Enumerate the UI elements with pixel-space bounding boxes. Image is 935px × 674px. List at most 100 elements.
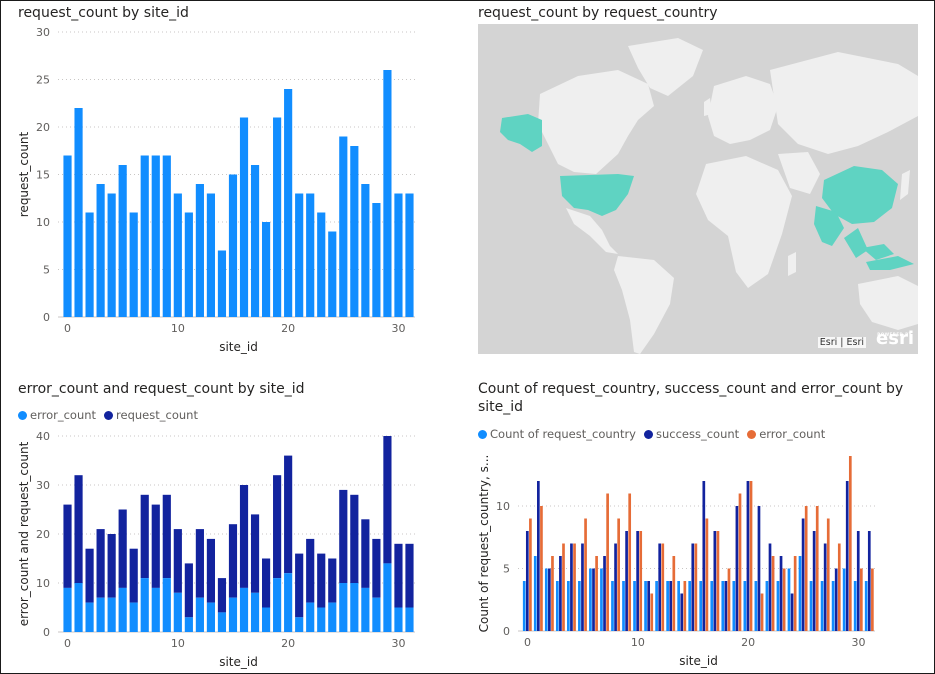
chart4-grouped-counts-by-site[interactable]: 0 5 10 0 10 20 30 site_id Count of request_count… [470,444,925,670]
bar[interactable] [206,193,216,318]
bar-success-count[interactable] [779,556,783,631]
bar-success-count[interactable] [614,543,617,632]
bar-success-count[interactable] [735,506,739,631]
bar-error-count[interactable] [826,518,830,632]
bar[interactable] [250,165,260,317]
bar-request-count[interactable] [85,548,94,603]
bar-error-count[interactable] [74,583,83,632]
bar-request-count[interactable] [261,558,271,608]
bar-request-count[interactable] [328,558,337,603]
bar-request-count[interactable] [372,538,381,598]
bar[interactable] [273,117,282,318]
bar-request-count[interactable] [118,509,127,588]
bar-success-count[interactable] [680,593,684,632]
bar[interactable] [195,184,204,317]
bar-error-count[interactable] [184,617,193,632]
bar[interactable] [151,155,160,318]
bar-error-count[interactable] [705,518,709,632]
bar-error-count[interactable] [529,518,532,632]
bar-success-count[interactable] [581,543,584,632]
bar-request-count[interactable] [63,504,72,588]
bar-success-count[interactable] [636,531,639,631]
bar-request-count[interactable] [306,538,315,603]
bar-count-country[interactable] [776,581,780,631]
bar-count-country[interactable] [754,581,758,631]
bar-count-country[interactable] [820,581,824,631]
bar-request-count[interactable] [217,578,227,613]
bar-request-count[interactable] [228,524,238,598]
bar-success-count[interactable] [790,593,794,632]
legend-item-count-country[interactable]: Count of request_country [478,427,636,441]
bar-error-count[interactable] [694,543,698,632]
legend-item-request-count[interactable]: request_count [104,408,198,422]
bar-count-country[interactable] [710,581,714,631]
bar-error-count[interactable] [140,578,149,632]
bar-count-country[interactable] [732,581,736,631]
bar-request-count[interactable] [361,519,370,588]
bar-success-count[interactable] [625,531,628,631]
bar-error-count[interactable] [771,556,775,631]
bar-count-country[interactable] [633,581,636,631]
bar-error-count[interactable] [584,518,587,632]
bar-success-count[interactable] [724,581,728,631]
bar-count-country[interactable] [809,581,813,631]
bar-request-count[interactable] [405,543,414,608]
legend-item-error-count[interactable]: error_count [747,427,825,441]
bar-success-count[interactable] [834,568,838,632]
bar-success-count[interactable] [691,543,695,632]
bar-success-count[interactable] [537,481,540,631]
bar-success-count[interactable] [856,531,860,631]
bar-error-count[interactable] [815,506,819,631]
bar[interactable] [162,155,171,318]
bar-count-country[interactable] [699,581,703,631]
bar-error-count[interactable] [151,587,160,632]
bar-error-count[interactable] [383,563,392,632]
bar-request-count[interactable] [151,504,160,588]
bar-success-count[interactable] [603,556,606,631]
bar-count-country[interactable] [842,568,846,632]
bar-error-count[interactable] [650,593,654,632]
bar-request-count[interactable] [350,494,359,583]
bar[interactable] [173,193,182,318]
bar[interactable] [129,212,138,318]
bar-error-count[interactable] [727,568,731,632]
bar[interactable] [228,174,238,318]
bar-error-count[interactable] [173,592,182,632]
bar-success-count[interactable] [548,568,551,632]
world-map[interactable]: Esri | Esri POWERED BY esri [478,24,918,354]
bar[interactable] [184,212,193,318]
bar[interactable] [96,184,105,317]
bar-request-count[interactable] [140,494,149,579]
bar[interactable] [284,89,293,317]
bar-count-country[interactable] [600,568,603,632]
bar-count-country[interactable] [721,581,725,631]
bar-count-country[interactable] [644,581,647,631]
bar-request-count[interactable] [74,475,83,583]
bar[interactable] [107,193,116,318]
bar-request-count[interactable] [239,485,249,588]
esri-logo[interactable]: POWERED BY esri [870,328,914,350]
bar-error-count[interactable] [63,587,72,632]
chart1-request-count-by-site[interactable]: 0 5 10 15 20 25 30 0 10 20 30 site_id request_count [10,24,465,364]
bar-error-count[interactable] [871,568,874,632]
bar[interactable] [339,136,348,318]
bar-count-country[interactable] [677,581,681,631]
bar-error-count[interactable] [295,617,304,632]
bar-count-country[interactable] [555,581,559,631]
bar-success-count[interactable] [669,581,673,631]
bar-success-count[interactable] [867,531,871,631]
bar[interactable] [372,203,381,317]
bar-request-count[interactable] [184,563,193,618]
chart3-error-and-request-by-site[interactable]: 0 10 20 30 40 0 10 20 30 site_id error_count and r… [10,424,465,670]
bar-count-country[interactable] [578,581,581,631]
bar[interactable] [383,70,392,317]
bar-request-count[interactable] [317,553,326,608]
bar[interactable] [217,250,227,318]
bar-error-count[interactable] [672,556,676,631]
bar[interactable] [74,108,83,317]
bar-count-country[interactable] [522,581,526,631]
legend-item-error-count[interactable]: error_count [18,408,96,422]
bar-error-count[interactable] [306,602,315,632]
bar-success-count[interactable] [812,531,816,631]
bar[interactable] [239,117,249,318]
